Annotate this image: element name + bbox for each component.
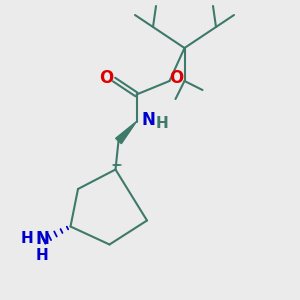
Text: H: H [21,231,33,246]
Polygon shape [116,122,136,144]
Text: N: N [35,230,49,247]
Text: O: O [169,69,183,87]
Text: H: H [156,116,169,130]
Text: N: N [142,111,156,129]
Text: H: H [36,248,48,262]
Text: O: O [99,69,114,87]
